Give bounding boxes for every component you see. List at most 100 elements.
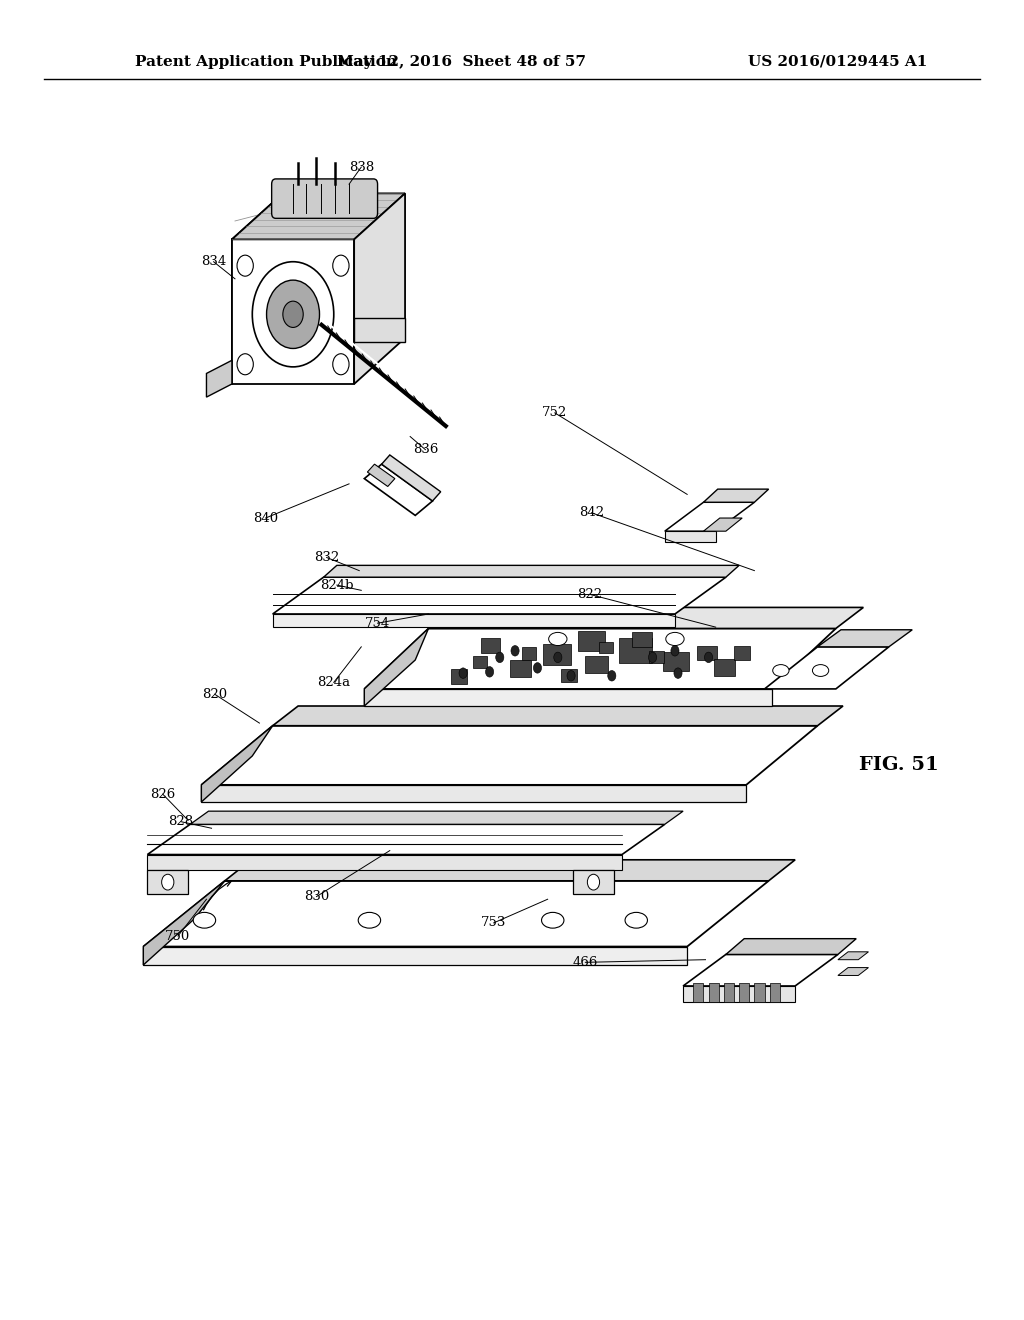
Circle shape [237,255,253,276]
Polygon shape [231,193,406,239]
Polygon shape [665,531,716,541]
Circle shape [237,354,253,375]
Text: 466: 466 [572,956,598,969]
Circle shape [534,663,542,673]
Polygon shape [703,490,769,503]
Polygon shape [573,870,613,894]
Circle shape [496,652,504,663]
Polygon shape [202,726,272,803]
Circle shape [554,652,562,663]
Polygon shape [382,455,440,502]
Ellipse shape [358,912,381,928]
Bar [724,983,734,1002]
Bar [734,645,751,660]
Circle shape [567,671,575,681]
Text: 834: 834 [201,255,226,268]
Circle shape [459,668,467,678]
Polygon shape [765,647,889,689]
Circle shape [333,255,349,276]
Polygon shape [354,318,406,342]
Text: 842: 842 [579,507,604,519]
Ellipse shape [542,912,564,928]
Polygon shape [838,968,868,975]
Polygon shape [202,726,817,785]
Circle shape [333,354,349,375]
Bar [618,638,651,663]
Bar [473,656,486,668]
Bar [481,638,500,653]
Bar [697,645,717,660]
Bar [693,983,703,1002]
Bar [755,983,765,1002]
Polygon shape [365,628,428,706]
Circle shape [588,874,600,890]
Text: 828: 828 [168,816,194,828]
Polygon shape [231,193,283,384]
Polygon shape [817,630,912,647]
Bar [663,652,689,671]
Text: 836: 836 [413,444,438,457]
Polygon shape [703,517,742,531]
Circle shape [674,668,682,678]
Polygon shape [147,824,665,854]
Circle shape [648,652,656,663]
Text: 832: 832 [314,550,339,564]
Bar [649,651,664,663]
Ellipse shape [625,912,647,928]
Bar [543,644,571,665]
Text: US 2016/0129445 A1: US 2016/0129445 A1 [749,55,928,69]
Circle shape [511,645,519,656]
Ellipse shape [666,632,684,645]
Text: 830: 830 [304,890,329,903]
Circle shape [266,280,319,348]
Bar [522,647,537,660]
Text: 820: 820 [202,688,227,701]
Bar [599,642,612,653]
Polygon shape [368,465,395,487]
Polygon shape [225,859,795,880]
Polygon shape [683,954,838,986]
Polygon shape [272,614,675,627]
Bar [586,656,607,673]
Polygon shape [365,689,772,706]
Bar [709,983,719,1002]
Circle shape [485,667,494,677]
Circle shape [671,645,679,656]
Polygon shape [190,812,683,824]
Text: 826: 826 [151,788,175,800]
Text: Patent Application Publication: Patent Application Publication [135,55,397,69]
Text: FIG. 51: FIG. 51 [859,756,939,774]
Polygon shape [207,360,231,397]
Polygon shape [838,952,868,960]
Bar [510,660,531,677]
Text: 824b: 824b [321,578,353,591]
FancyBboxPatch shape [271,180,378,218]
Polygon shape [202,785,746,803]
Polygon shape [272,706,843,726]
Circle shape [705,652,713,663]
Text: 824a: 824a [317,676,350,689]
Polygon shape [428,607,863,628]
Bar [632,632,651,647]
Polygon shape [143,880,769,946]
Polygon shape [143,946,687,965]
Polygon shape [665,503,755,531]
Polygon shape [365,628,836,689]
Bar [770,983,780,1002]
Circle shape [162,874,174,890]
Polygon shape [324,565,739,577]
Ellipse shape [812,664,828,676]
Bar [739,983,750,1002]
Polygon shape [683,986,795,1002]
Ellipse shape [194,912,216,928]
Circle shape [607,671,615,681]
Circle shape [252,261,334,367]
Bar [714,659,735,676]
Polygon shape [354,193,406,384]
Polygon shape [143,880,225,965]
Bar [579,631,605,651]
Text: 838: 838 [348,161,374,174]
Circle shape [283,301,303,327]
Text: 754: 754 [365,616,390,630]
Text: 822: 822 [577,587,602,601]
